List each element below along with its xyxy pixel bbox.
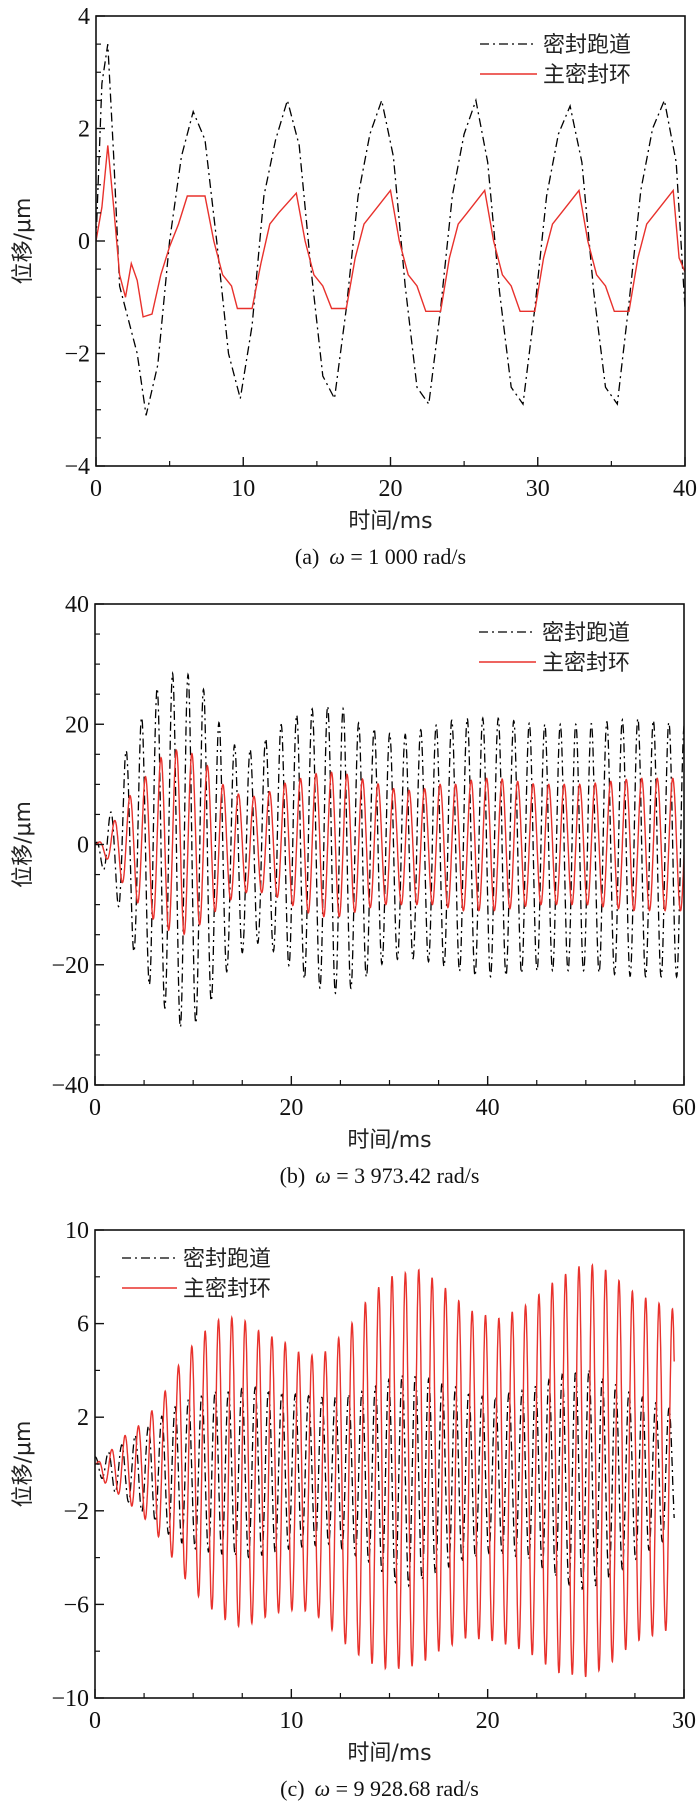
series-primary-seal-ring [96, 145, 685, 318]
series-layer [95, 670, 684, 1029]
caption-omega: ω [329, 544, 345, 569]
y-axis-title: 位移/μm [11, 198, 36, 285]
legend-label-seal-runway: 密封跑道 [543, 33, 631, 58]
caption-value: = 3 973.42 rad/s [331, 1163, 480, 1188]
caption-omega: ω [315, 1776, 331, 1801]
y-tick-label: 2 [77, 1405, 89, 1431]
x-axis-title: 时间/ms [347, 1741, 431, 1766]
x-tick-label: 30 [672, 1708, 696, 1734]
caption: (c) ω = 9 928.68 rad/s [280, 1776, 479, 1801]
caption-value: = 1 000 rad/s [345, 544, 466, 569]
chart-panel-b: 0 20 40 60 −40 −20 0 20 40 密封跑道 主密封环 时间/ms 位移/μm… [11, 592, 696, 1188]
y-tick-label: −4 [64, 454, 90, 480]
series-primary-seal-ring [95, 1263, 675, 1678]
y-tick-label: 4 [78, 4, 90, 30]
chart-panel-a: 0 10 20 30 40 −4 −2 0 2 4 密封跑道 主密封环 时间/ms 位移/μm (… [11, 4, 697, 569]
x-tick-label: 40 [673, 476, 697, 502]
axis-ticks [95, 15, 686, 467]
legend: 密封跑道 主密封环 [122, 1247, 271, 1302]
y-tick-label: −2 [63, 1499, 89, 1525]
x-tick-label: 0 [89, 1708, 101, 1734]
y-tick-label: 40 [65, 592, 89, 618]
y-tick-label: −20 [51, 953, 89, 979]
tick-labels: 0 20 40 60 −40 −20 0 20 40 [51, 592, 696, 1121]
y-axis-title: 位移/μm [11, 1421, 36, 1508]
x-tick-label: 20 [279, 1095, 303, 1121]
caption: (b) ω = 3 973.42 rad/s [280, 1163, 480, 1188]
series-layer [95, 1263, 675, 1678]
x-tick-label: 0 [90, 476, 102, 502]
x-tick-label: 20 [476, 1708, 500, 1734]
y-tick-label: −10 [51, 1686, 89, 1712]
x-tick-label: 10 [279, 1708, 303, 1734]
y-tick-label: 0 [77, 833, 89, 859]
series-primary-seal-ring [95, 748, 684, 936]
caption-omega: ω [315, 1163, 331, 1188]
axis-ticks [94, 603, 685, 1086]
y-tick-label: 6 [77, 1312, 89, 1338]
y-axis-title: 位移/μm [11, 801, 36, 888]
x-tick-label: 30 [526, 476, 550, 502]
y-tick-label: −6 [63, 1592, 89, 1618]
series-seal-runway [95, 670, 684, 1029]
caption-prefix: (a) [295, 544, 319, 569]
tick-labels: 0 10 20 30 40 −4 −2 0 2 4 [64, 4, 697, 502]
caption-value: = 9 928.68 rad/s [330, 1776, 479, 1801]
caption: (a) ω = 1 000 rad/s [295, 544, 466, 569]
x-tick-label: 60 [672, 1095, 696, 1121]
series-seal-runway [96, 44, 685, 416]
legend: 密封跑道 主密封环 [479, 621, 630, 676]
legend-label-primary-seal-ring: 主密封环 [542, 651, 630, 676]
y-tick-label: 2 [78, 117, 90, 143]
x-tick-label: 20 [379, 476, 403, 502]
tick-labels: 0 10 20 30 −10 −6 −2 2 6 10 [51, 1218, 696, 1734]
legend-label-primary-seal-ring: 主密封环 [543, 63, 631, 88]
axis-ticks [94, 1229, 685, 1699]
legend-label-seal-runway: 密封跑道 [183, 1247, 271, 1272]
x-tick-label: 40 [476, 1095, 500, 1121]
legend: 密封跑道 主密封环 [480, 33, 631, 88]
chart-panel-c: 0 10 20 30 −10 −6 −2 2 6 10 密封跑道 主密封环 时间/ms 位移/μm… [11, 1218, 696, 1801]
y-tick-label: 20 [65, 712, 89, 738]
y-tick-label: 10 [65, 1218, 89, 1244]
x-tick-label: 0 [89, 1095, 101, 1121]
caption-prefix: (c) [280, 1776, 304, 1801]
series-layer [96, 44, 685, 416]
caption-prefix: (b) [280, 1163, 306, 1188]
y-tick-label: 0 [78, 229, 90, 255]
y-tick-label: −40 [51, 1073, 89, 1099]
x-tick-label: 10 [231, 476, 255, 502]
y-tick-label: −2 [64, 342, 90, 368]
legend-label-primary-seal-ring: 主密封环 [183, 1277, 271, 1302]
legend-label-seal-runway: 密封跑道 [542, 621, 630, 646]
x-axis-title: 时间/ms [348, 509, 432, 534]
x-axis-title: 时间/ms [347, 1128, 431, 1153]
series-seal-runway [95, 1367, 675, 1591]
